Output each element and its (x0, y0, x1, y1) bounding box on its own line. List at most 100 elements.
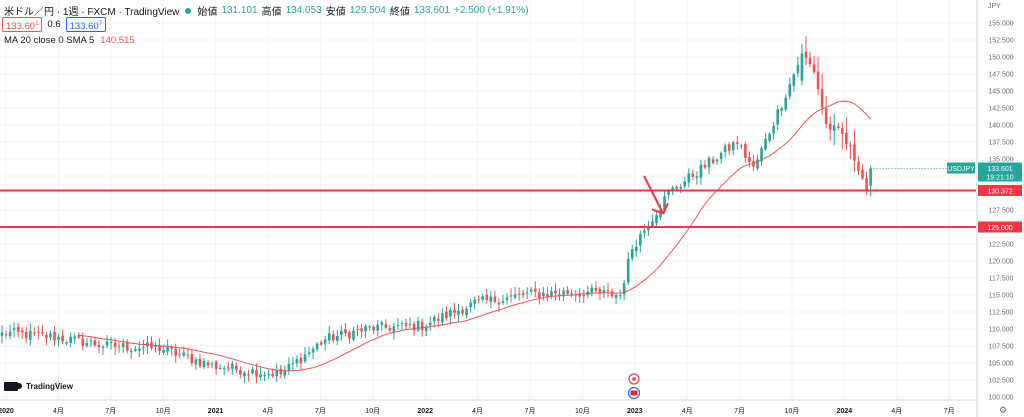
symbol-header: 米ドル／円 · 1週 · FXCM · TradingView 始値 131.10… (4, 3, 529, 18)
low-label: 安値 (325, 7, 346, 18)
time-tick-label: 7月 (105, 407, 116, 415)
candle-body (546, 294, 549, 297)
candle-body (780, 108, 784, 111)
candle-body (408, 324, 412, 326)
candle-body (174, 348, 178, 356)
candle-body (239, 370, 242, 375)
candle-body (178, 354, 182, 356)
symbol-tag-label: USDJPY (947, 166, 975, 173)
candle-body (287, 363, 291, 371)
candle-body (428, 322, 432, 326)
price-tick-label: 117.500 (989, 276, 1014, 283)
candle-body (170, 346, 173, 349)
candle-body (449, 310, 452, 317)
candle-body (162, 350, 165, 353)
candle-body (849, 145, 852, 147)
market-status-icon (185, 7, 192, 14)
candle-body (198, 359, 202, 367)
candle-body (513, 294, 517, 298)
candle-body (93, 340, 97, 346)
price-tick-label: 150.000 (988, 55, 1013, 62)
price-tick-label: 127.500 (988, 208, 1013, 215)
candle-body (8, 331, 12, 337)
open-label: 始値 (197, 7, 218, 18)
time-tick-label: 7月 (315, 407, 326, 415)
candle-body (65, 342, 68, 344)
candle-body (327, 333, 331, 341)
price-tick-label: 135.000 (988, 157, 1013, 164)
candle-body (226, 367, 230, 369)
time-tick-label: 4月 (682, 407, 693, 415)
candle-body (109, 342, 113, 344)
candle-body (77, 334, 81, 338)
candle-body (792, 74, 796, 87)
candle-body (57, 336, 60, 340)
candle-body (679, 187, 683, 189)
candle-body (550, 291, 553, 297)
low-value: 129.504 (349, 5, 386, 16)
candle-body (667, 190, 670, 195)
horizontal-line-price-tag (978, 221, 1022, 233)
candle-body (376, 324, 380, 331)
tradingview-logo[interactable]: TradingView (4, 382, 73, 391)
candle-body (235, 365, 238, 370)
candle-body (117, 346, 121, 348)
candle-body (61, 335, 64, 342)
time-tick-label: 7月 (525, 407, 536, 415)
candle-body (166, 346, 169, 352)
candle-body (473, 299, 476, 304)
buy-price: 133.60 (69, 21, 99, 33)
settings-gear-icon[interactable]: ⚙ (999, 405, 1007, 415)
time-tick-label: 2020 (0, 408, 14, 415)
candle-body (352, 330, 355, 340)
last-price-label: 133.601 (987, 166, 1012, 173)
symbol-title[interactable]: 米ドル／円 · 1週 · FXCM · TradingView (4, 7, 180, 18)
candle-body (295, 359, 299, 364)
indicator-legend[interactable]: MA 20 close 0 SMA 5 140.515 (4, 35, 135, 46)
candle-body (836, 126, 840, 128)
candle-body (610, 291, 614, 297)
candle-body (525, 292, 529, 294)
candle-body (194, 359, 198, 365)
candle-body (331, 334, 335, 341)
candle-body (562, 290, 565, 297)
candle-body (784, 97, 788, 110)
candle-body (485, 294, 489, 301)
candle-body (723, 145, 727, 152)
open-value: 131.101 (221, 5, 258, 16)
candle-body (416, 321, 420, 331)
candle-body (396, 324, 400, 326)
candle-body (311, 348, 315, 353)
candle-body (53, 332, 56, 341)
price-tick-label: 152.500 (988, 38, 1013, 45)
candle-body (469, 302, 472, 307)
candle-body (841, 128, 844, 134)
sell-button[interactable]: 133.601 (2, 17, 43, 32)
price-tick-label: 155.000 (988, 21, 1013, 28)
down-arrow-annotation[interactable] (643, 175, 664, 214)
candle-body (12, 328, 16, 330)
candle-body (319, 342, 323, 345)
candle-body (501, 301, 505, 303)
time-tick-label: 2024 (837, 408, 853, 415)
candle-body (760, 148, 763, 162)
buy-button[interactable]: 133.607 (65, 17, 107, 33)
candle-body (812, 64, 816, 73)
candle-body (651, 221, 654, 227)
currency-label: JPY (988, 3, 1001, 10)
candle-body (808, 57, 812, 65)
candle-body (424, 326, 428, 332)
time-tick-label: 2021 (208, 408, 224, 415)
price-tick-label: 107.500 (988, 344, 1013, 351)
candle-body (24, 331, 28, 339)
candle-body (582, 295, 586, 297)
candle-body (554, 290, 557, 294)
candle-body (134, 349, 137, 351)
candle-body (348, 332, 351, 339)
close-label: 終値 (389, 7, 410, 18)
candle-body (643, 230, 646, 233)
candle-body (853, 144, 856, 161)
candle-body (465, 308, 468, 316)
time-tick-label: 4月 (472, 407, 483, 415)
